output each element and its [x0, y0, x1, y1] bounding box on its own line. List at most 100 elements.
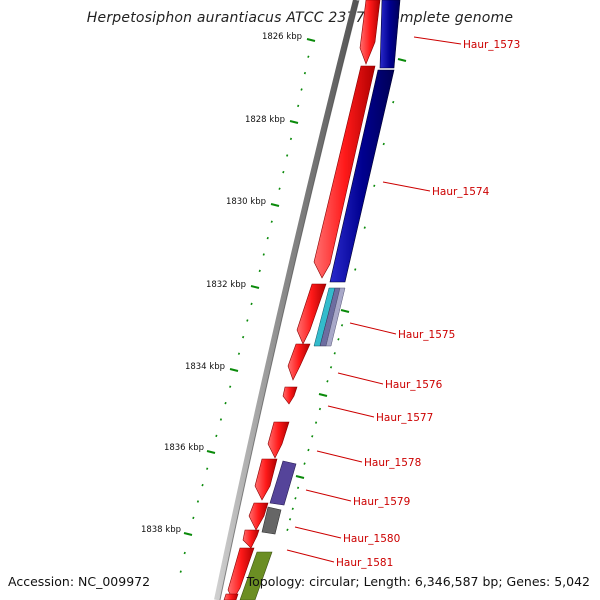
ruler-minor-tick	[258, 269, 261, 273]
ruler-minor-tick	[192, 516, 195, 520]
ruler-minor-tick	[297, 104, 300, 108]
ruler-minor-tick	[219, 418, 223, 421]
ruler-tick-1830	[270, 203, 280, 207]
inner-feature-ticks	[295, 58, 407, 479]
inner-feature-dot	[363, 226, 366, 229]
ruler-minor-tick	[282, 170, 285, 174]
leader-haur-1580	[294, 526, 342, 539]
reverse-strand-genes	[239, 0, 401, 600]
gene-block-haur-1580	[261, 506, 282, 535]
ruler-minor-tick	[196, 500, 200, 503]
ruler-minor-tick	[270, 220, 273, 223]
inner-feature-dot	[340, 324, 344, 327]
ruler-tick-1832	[250, 285, 260, 289]
ruler-minor-tick	[278, 187, 281, 190]
ruler-label: 1832 kbp	[206, 280, 246, 290]
ruler-minor-tick	[303, 71, 307, 75]
leader-haur-1579	[305, 489, 352, 502]
inner-feature-dot	[307, 448, 310, 452]
ruler-minor-tick	[250, 302, 253, 306]
inner-tick	[318, 393, 328, 397]
gene-arrow-haur-1575	[296, 283, 327, 345]
gene-arrow-haur-1580	[248, 502, 269, 531]
leader-haur-1581	[286, 549, 335, 563]
inner-feature-dot	[318, 407, 322, 411]
gene-labels: Haur_1573 Haur_1574 Haur_1575 Haur_1576 …	[336, 39, 520, 569]
inner-feature-dot	[329, 366, 333, 369]
ruler-minor-tick	[215, 434, 218, 438]
gene-arrow-haur-1574	[313, 65, 376, 279]
accession-text: Accession: NC_009972	[8, 574, 151, 589]
inner-feature-dot	[354, 268, 357, 271]
inner-tick	[295, 475, 305, 479]
inner-feature-dot	[303, 462, 306, 465]
ruler-minor-tick	[246, 319, 249, 322]
gene-arrow-haur-1573	[359, 0, 381, 65]
ruler-label: 1838 kbp	[141, 525, 181, 535]
genome-summary-text: Topology: circular; Length: 6,346,587 bp…	[246, 574, 590, 589]
gene-block-haur-1579	[269, 460, 297, 506]
ruler-minor-tick	[229, 385, 232, 388]
gene-block-haur-1573-reverse	[379, 0, 401, 69]
leader-haur-1576	[337, 372, 384, 385]
gene-label-haur-1581[interactable]: Haur_1581	[336, 557, 393, 569]
gene-label-haur-1577[interactable]: Haur_1577	[376, 412, 433, 424]
leader-haur-1577	[327, 405, 375, 418]
gene-arrow-haur-1577	[282, 386, 298, 405]
ruler-minor-tick	[289, 137, 293, 141]
inner-feature-dot	[286, 528, 289, 532]
inner-feature-dot	[311, 435, 314, 438]
ruler-major-ticks	[183, 38, 316, 536]
leader-haur-1578	[316, 450, 363, 463]
gene-label-leaders	[286, 36, 462, 563]
ruler-minor-ticks	[179, 55, 310, 573]
gene-label-haur-1575[interactable]: Haur_1575	[398, 329, 455, 341]
inner-feature-dot	[373, 184, 376, 188]
gene-label-haur-1580[interactable]: Haur_1580	[343, 533, 400, 545]
inner-feature-dots	[286, 100, 395, 532]
ruler-minor-tick	[237, 352, 241, 355]
inner-tick	[340, 309, 350, 313]
inner-feature-dot	[291, 507, 294, 511]
inner-feature-dot	[296, 486, 300, 490]
ruler-minor-tick	[206, 467, 209, 470]
inner-feature-dot	[294, 497, 297, 500]
gene-arrow-haur-1578	[267, 421, 290, 459]
inner-feature-dot	[333, 352, 336, 355]
gene-block-haur-1575-c	[325, 287, 346, 347]
gene-label-haur-1573[interactable]: Haur_1573	[463, 39, 520, 51]
ruler-minor-tick	[201, 483, 204, 487]
gene-label-haur-1576[interactable]: Haur_1576	[385, 379, 443, 391]
gene-arrow-haur-1581	[242, 529, 260, 549]
ruler-tick-1838	[183, 532, 193, 536]
gene-label-haur-1579[interactable]: Haur_1579	[353, 496, 410, 508]
ruler-minor-tick	[183, 551, 186, 555]
gene-block-olive	[239, 551, 273, 600]
ruler-label: 1828 kbp	[245, 115, 285, 125]
gene-arrow-next-2	[223, 593, 239, 600]
gene-label-haur-1574[interactable]: Haur_1574	[432, 186, 490, 198]
ruler-tick-1834	[229, 368, 239, 372]
inner-feature-dot	[382, 142, 385, 146]
genome-backbone-outline	[219, 0, 360, 600]
leader-haur-1573	[413, 36, 462, 45]
gene-label-haur-1578[interactable]: Haur_1578	[364, 457, 421, 469]
ruler-minor-tick	[179, 570, 182, 573]
ruler-tick-1828	[289, 120, 299, 124]
ruler-minor-tick	[224, 401, 227, 405]
ruler-minor-tick	[307, 55, 310, 58]
ruler-tick-1836	[206, 450, 216, 454]
ruler-labels: 1826 kbp 1828 kbp 1830 kbp 1832 kbp 1834…	[141, 32, 302, 535]
ruler-label: 1826 kbp	[262, 32, 302, 42]
ruler-tick-1826	[306, 38, 316, 42]
inner-feature-dot	[337, 338, 340, 341]
ruler-minor-tick	[242, 335, 245, 339]
leader-haur-1574	[382, 181, 431, 192]
gene-arrow-haur-1579	[254, 458, 278, 501]
ruler-label: 1836 kbp	[164, 443, 204, 453]
forward-strand-genes	[223, 0, 381, 600]
inner-feature-dot	[314, 421, 318, 424]
ruler-minor-tick	[266, 236, 269, 240]
inner-tick	[397, 58, 407, 62]
inner-feature-dot	[392, 100, 395, 104]
